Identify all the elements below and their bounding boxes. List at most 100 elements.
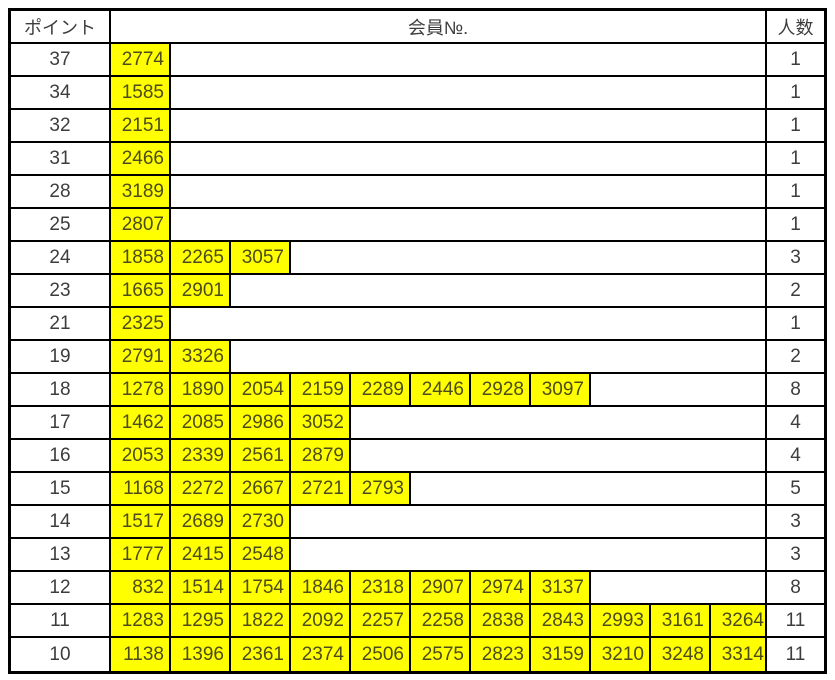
count-cell[interactable]: 1 [765, 110, 824, 141]
points-cell[interactable]: 16 [11, 440, 111, 471]
member-no-cell[interactable]: 1295 [171, 605, 231, 636]
member-no-cell[interactable]: 2053 [111, 440, 171, 471]
member-no-cell[interactable]: 2257 [351, 605, 411, 636]
member-no-cell[interactable]: 3097 [531, 374, 591, 405]
count-cell[interactable]: 2 [765, 341, 824, 372]
member-no-cell[interactable]: 1585 [111, 77, 171, 108]
count-cell[interactable]: 1 [765, 209, 824, 240]
member-no-cell[interactable]: 2901 [171, 275, 231, 306]
points-cell[interactable]: 28 [11, 176, 111, 207]
member-no-cell[interactable]: 3210 [591, 638, 651, 671]
member-no-cell[interactable]: 2575 [411, 638, 471, 671]
member-no-cell[interactable]: 1517 [111, 506, 171, 537]
member-no-cell[interactable]: 2793 [351, 473, 411, 504]
points-cell[interactable]: 12 [11, 572, 111, 603]
points-cell[interactable]: 10 [11, 638, 111, 671]
member-no-cell[interactable]: 2993 [591, 605, 651, 636]
member-no-cell[interactable]: 1462 [111, 407, 171, 438]
points-cell[interactable]: 14 [11, 506, 111, 537]
member-no-cell[interactable]: 1777 [111, 539, 171, 570]
member-no-cell[interactable]: 2838 [471, 605, 531, 636]
member-no-cell[interactable]: 2823 [471, 638, 531, 671]
member-no-cell[interactable]: 2272 [171, 473, 231, 504]
member-no-cell[interactable]: 2289 [351, 374, 411, 405]
member-no-cell[interactable]: 2361 [231, 638, 291, 671]
member-no-cell[interactable]: 1846 [291, 572, 351, 603]
member-no-cell[interactable]: 2506 [351, 638, 411, 671]
member-no-cell[interactable]: 2986 [231, 407, 291, 438]
member-no-cell[interactable]: 3052 [291, 407, 351, 438]
member-no-cell[interactable]: 1665 [111, 275, 171, 306]
member-no-cell[interactable]: 2721 [291, 473, 351, 504]
member-no-cell[interactable]: 2928 [471, 374, 531, 405]
count-cell[interactable]: 11 [765, 605, 824, 636]
member-no-cell[interactable]: 2374 [291, 638, 351, 671]
count-cell[interactable]: 1 [765, 308, 824, 339]
member-no-cell[interactable]: 2843 [531, 605, 591, 636]
member-no-cell[interactable]: 2151 [111, 110, 171, 141]
member-no-cell[interactable]: 2159 [291, 374, 351, 405]
member-no-cell[interactable]: 1858 [111, 242, 171, 273]
member-no-cell[interactable]: 2548 [231, 539, 291, 570]
points-cell[interactable]: 32 [11, 110, 111, 141]
header-points[interactable]: ポイント [11, 11, 111, 42]
member-no-cell[interactable]: 1822 [231, 605, 291, 636]
member-no-cell[interactable]: 832 [111, 572, 171, 603]
member-no-cell[interactable]: 1138 [111, 638, 171, 671]
member-no-cell[interactable]: 2325 [111, 308, 171, 339]
points-cell[interactable]: 31 [11, 143, 111, 174]
points-cell[interactable]: 21 [11, 308, 111, 339]
member-no-cell[interactable]: 2879 [291, 440, 351, 471]
points-cell[interactable]: 34 [11, 77, 111, 108]
points-cell[interactable]: 25 [11, 209, 111, 240]
member-no-cell[interactable]: 2092 [291, 605, 351, 636]
member-no-cell[interactable]: 1168 [111, 473, 171, 504]
member-no-cell[interactable]: 1283 [111, 605, 171, 636]
count-cell[interactable]: 3 [765, 242, 824, 273]
member-no-cell[interactable]: 2807 [111, 209, 171, 240]
member-no-cell[interactable]: 3189 [111, 176, 171, 207]
member-no-cell[interactable]: 2085 [171, 407, 231, 438]
count-cell[interactable]: 8 [765, 374, 824, 405]
points-cell[interactable]: 23 [11, 275, 111, 306]
member-no-cell[interactable]: 2974 [471, 572, 531, 603]
member-no-cell[interactable]: 2054 [231, 374, 291, 405]
member-no-cell[interactable]: 3159 [531, 638, 591, 671]
points-cell[interactable]: 24 [11, 242, 111, 273]
member-no-cell[interactable]: 3314 [711, 638, 765, 671]
member-no-cell[interactable]: 3161 [651, 605, 711, 636]
count-cell[interactable]: 5 [765, 473, 824, 504]
points-cell[interactable]: 11 [11, 605, 111, 636]
count-cell[interactable]: 1 [765, 44, 824, 75]
member-no-cell[interactable]: 2258 [411, 605, 471, 636]
points-cell[interactable]: 18 [11, 374, 111, 405]
count-cell[interactable]: 3 [765, 506, 824, 537]
count-cell[interactable]: 1 [765, 143, 824, 174]
count-cell[interactable]: 4 [765, 407, 824, 438]
member-no-cell[interactable]: 2689 [171, 506, 231, 537]
member-no-cell[interactable]: 2415 [171, 539, 231, 570]
member-no-cell[interactable]: 2667 [231, 473, 291, 504]
member-no-cell[interactable]: 3264 [711, 605, 765, 636]
member-no-cell[interactable]: 2265 [171, 242, 231, 273]
member-no-cell[interactable]: 2791 [111, 341, 171, 372]
points-cell[interactable]: 17 [11, 407, 111, 438]
member-no-cell[interactable]: 3248 [651, 638, 711, 671]
member-no-cell[interactable]: 1278 [111, 374, 171, 405]
count-cell[interactable]: 1 [765, 176, 824, 207]
count-cell[interactable]: 3 [765, 539, 824, 570]
member-no-cell[interactable]: 1396 [171, 638, 231, 671]
header-count[interactable]: 人数 [765, 11, 824, 42]
member-no-cell[interactable]: 2446 [411, 374, 471, 405]
member-no-cell[interactable]: 1890 [171, 374, 231, 405]
count-cell[interactable]: 2 [765, 275, 824, 306]
member-no-cell[interactable]: 2907 [411, 572, 471, 603]
points-cell[interactable]: 37 [11, 44, 111, 75]
member-no-cell[interactable]: 2318 [351, 572, 411, 603]
member-no-cell[interactable]: 1514 [171, 572, 231, 603]
member-no-cell[interactable]: 2774 [111, 44, 171, 75]
points-cell[interactable]: 19 [11, 341, 111, 372]
member-no-cell[interactable]: 3057 [231, 242, 291, 273]
points-cell[interactable]: 15 [11, 473, 111, 504]
member-no-cell[interactable]: 2466 [111, 143, 171, 174]
